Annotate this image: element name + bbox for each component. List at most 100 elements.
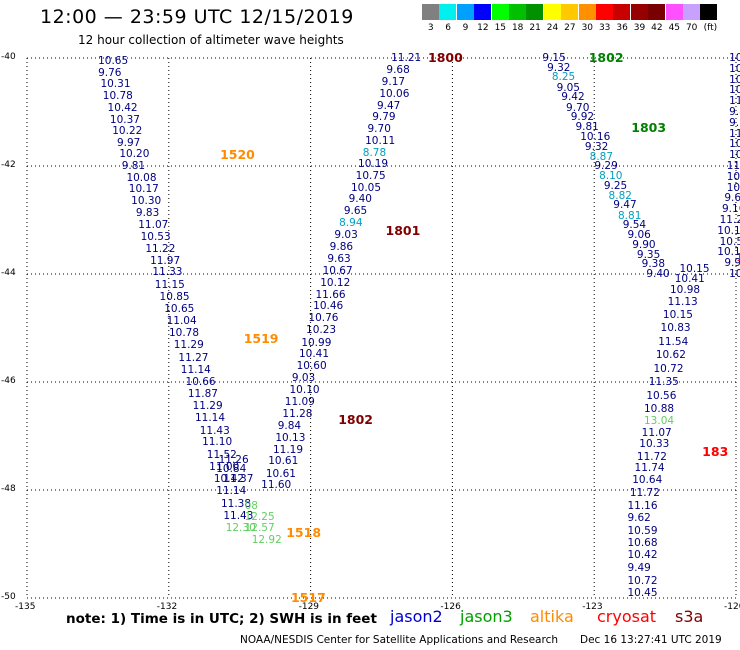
wave-height-value: 10.72 (653, 362, 684, 375)
wave-height-value: 10.88 (644, 403, 675, 415)
wave-height-value: 11.21 (391, 52, 422, 64)
pass-time-label: 1520 (220, 147, 255, 163)
wave-height-value: 10.56 (646, 389, 677, 402)
wave-height-value: 9.15 (542, 52, 566, 64)
wave-height-value: 11.38 (220, 497, 252, 510)
pass-time-label: 1517 (290, 590, 326, 605)
lat-label: -46 (1, 376, 16, 386)
wave-height-value: 10.5 (729, 62, 740, 75)
scale-swatch (543, 4, 561, 20)
wave-height-value: 9.92 (570, 111, 595, 124)
wave-height-value: 9.65 (343, 205, 368, 218)
wave-height-value: 9.86 (329, 241, 354, 253)
wave-height-value: 9.25 (603, 179, 628, 192)
wave-height-value: 11.26 (218, 454, 249, 467)
wave-height-value: 9.40 (646, 268, 670, 280)
scale-tick-label: 6 (445, 23, 451, 33)
wave-height-value: 10.42 (627, 548, 658, 561)
wave-height-value: 9.32 (584, 141, 609, 154)
scale-swatch (630, 4, 648, 20)
lon-label: -120 (724, 602, 740, 612)
wave-height-value: 11.14 (216, 485, 247, 498)
wave-height-value: 10.64 (632, 474, 663, 487)
wave-height-value: 9.62 (627, 512, 651, 525)
wave-height-value: 10.16 (580, 130, 611, 143)
wave-height-value: 11.87 (187, 387, 218, 400)
wave-height-value: 10.15 (679, 262, 710, 275)
wave-height-value: 11.07 (641, 427, 672, 440)
wave-height-value: 11.52 (206, 448, 237, 461)
wave-height-value: 10.12 (320, 276, 351, 289)
wave-height-value: 9.76 (98, 66, 122, 79)
scale-tick-label: 24 (546, 23, 559, 33)
wave-height-value: 11.74 (634, 462, 665, 475)
scale-tick-label: 12 (477, 23, 489, 33)
wave-height-value: 10.33 (639, 438, 670, 451)
wave-height-value: 10.67 (322, 264, 353, 277)
wave-height-value: 9.68 (386, 63, 410, 76)
pass-time-label: 1519 (243, 330, 279, 346)
wave-height-value: 11.43 (223, 509, 254, 522)
wave-height-value: 11.16 (627, 500, 658, 513)
wave-height-value: 10.99 (301, 336, 332, 349)
scale-tick-label: 33 (598, 23, 611, 33)
wave-height-value: 11.8 (729, 95, 740, 108)
scale-swatch (509, 4, 526, 20)
wave-height-value: 08 (244, 500, 258, 513)
credit-text: NOAA/NESDIS Center for Satellite Applica… (240, 634, 558, 646)
wave-height-value: 9.70 (566, 101, 590, 114)
wave-height-value: 10.23 (306, 324, 337, 337)
wave-height-value: 10.20 (119, 148, 150, 161)
wave-height-value: 11.03 (726, 160, 740, 172)
wave-height-value: 12.25 (244, 511, 275, 523)
wave-height-value: 11.33 (152, 266, 183, 279)
pass-time-label: 1802 (588, 50, 624, 65)
wave-height-value: 11.54 (658, 335, 689, 348)
wave-height-value: 9.79 (372, 111, 396, 124)
wave-height-value: 8.81 (618, 209, 642, 222)
wave-height-value: 9.90 (632, 238, 656, 251)
wave-height-value: 11.29 (192, 400, 223, 413)
wave-height-value: 10.75 (355, 169, 386, 182)
lat-label: -48 (1, 484, 16, 494)
wave-height-value: 10.29 (729, 138, 740, 151)
generated-timestamp: Dec 16 13:27:41 UTC 2019 (580, 634, 722, 646)
wave-height-value: 10.22 (112, 124, 143, 137)
scale-swatch (578, 4, 596, 20)
wave-height-value: 8.87 (589, 150, 614, 163)
wave-height-value: 10.83 (660, 322, 691, 334)
wave-height-value: 9.97 (116, 136, 141, 149)
wave-height-value: 9.81 (121, 160, 146, 172)
scale-swatch (596, 4, 613, 20)
wave-height-value: 11.37 (223, 473, 254, 486)
wave-height-value: 10.5 (719, 235, 740, 248)
scale-tick-label: 21 (529, 23, 541, 33)
wave-height-value: 9.38 (641, 258, 666, 271)
satellite-legend-entry: altika (530, 607, 574, 626)
wave-height-value: 10.65 (98, 54, 129, 67)
wave-height-value: 9.47 (376, 99, 401, 112)
wave-height-value: 9.03 (334, 229, 358, 242)
pass-time-label: 1801 (385, 222, 421, 238)
lon-label: -129 (298, 602, 320, 612)
wave-height-value: 9.47 (613, 199, 637, 212)
lat-label: -42 (1, 160, 16, 170)
wave-height-value: 9.49 (627, 562, 651, 575)
wave-height-value: 9.17 (381, 75, 406, 88)
wave-height-value: 10.31 (100, 78, 131, 91)
scale-unit: (ft) (703, 23, 718, 33)
wave-height-value: 11.72 (629, 486, 660, 499)
wave-height-value: 10.68 (627, 536, 658, 549)
scale-swatch (665, 4, 683, 20)
wave-height-value: 8.25 (551, 71, 576, 84)
wave-height-value: 11.07 (138, 219, 169, 232)
wave-height-value: 10.15 (717, 224, 740, 237)
wave-height-value: 11.72 (636, 450, 667, 463)
lon-label: -126 (440, 602, 461, 612)
wave-height-value: 10.30 (131, 195, 162, 208)
lat-label: -50 (1, 592, 16, 602)
wave-height-value: 10.3 (729, 73, 740, 86)
wave-height-value: 9.05 (556, 81, 580, 94)
scale-tick-label: 36 (616, 23, 628, 33)
wave-height-value: 9.42 (561, 91, 585, 104)
